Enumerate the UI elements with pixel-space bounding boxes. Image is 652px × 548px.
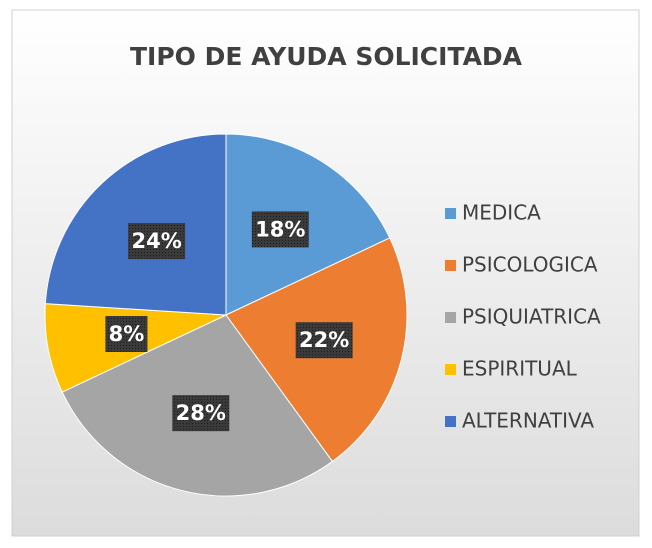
data-label: 24%: [131, 229, 181, 253]
data-label-box: [251, 211, 309, 248]
data-label: 8%: [109, 322, 145, 346]
data-label-box: [295, 322, 353, 359]
legend-label: PSIQUIATRICA: [462, 305, 601, 329]
legend-swatch: [445, 416, 456, 427]
data-label-box: [128, 223, 186, 260]
data-label: 18%: [255, 217, 305, 241]
legend-label: ESPIRITUAL: [462, 357, 578, 381]
chart-title: TIPO DE AYUDA SOLICITADA: [130, 42, 523, 71]
data-label-box: [105, 315, 148, 352]
legend-swatch: [445, 364, 456, 375]
legend-swatch: [445, 208, 456, 219]
legend-label: MEDICA: [462, 201, 541, 225]
legend-swatch: [445, 312, 456, 323]
legend-swatch: [445, 260, 456, 271]
legend-label: PSICOLOGICA: [462, 253, 598, 277]
data-label: 22%: [299, 328, 349, 352]
data-label: 28%: [176, 401, 226, 425]
data-label-box: [172, 395, 230, 432]
legend-label: ALTERNATIVA: [462, 409, 594, 433]
